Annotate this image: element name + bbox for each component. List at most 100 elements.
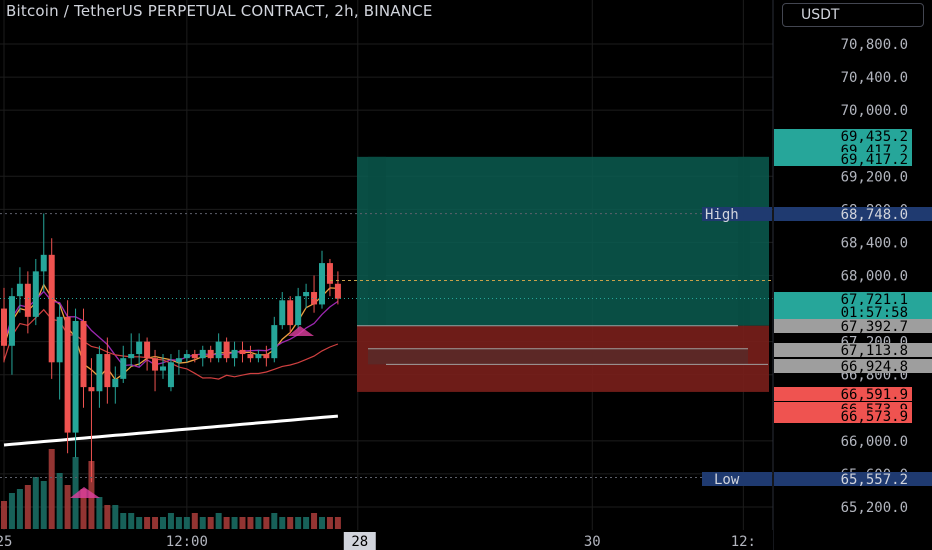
candle-body — [231, 349, 238, 359]
time-axis-bg — [0, 530, 773, 550]
candle-body — [319, 263, 325, 305]
candle-body — [8, 296, 15, 346]
profit-zone-inner-left — [368, 156, 386, 326]
price-tag-text: 66,573.9 — [841, 409, 908, 425]
price-tag-bg — [774, 305, 932, 319]
candle-body — [175, 358, 182, 363]
candle-body — [334, 283, 341, 299]
candle-body — [88, 387, 95, 392]
candlesticks — [1, 213, 341, 483]
price-tag-bg — [774, 359, 932, 373]
volume-bar — [279, 517, 286, 529]
candle-body — [136, 341, 143, 355]
volume-bar — [207, 517, 214, 529]
signal-marker — [70, 487, 100, 498]
price-tag-bg — [774, 292, 932, 306]
volume-bar — [231, 517, 238, 529]
volume-bar — [144, 517, 151, 529]
volume-bar — [263, 517, 270, 529]
price-tick-label: 68,000.0 — [841, 269, 908, 285]
volume-bar — [191, 513, 198, 529]
price-tag-text: 69,417.2 — [841, 152, 908, 168]
price-tick-label: 66,000.0 — [841, 434, 908, 450]
volume-bar — [199, 517, 206, 529]
volume-bar — [1, 501, 7, 529]
volume-bar — [334, 517, 341, 529]
price-tick-label: 69,200.0 — [841, 169, 908, 185]
high-label: High — [705, 207, 739, 223]
volume-bar — [56, 473, 63, 529]
price-tag-up: 69,435.2 — [774, 129, 912, 145]
candle-body — [104, 354, 111, 388]
candle-body — [56, 316, 63, 363]
volume-bar — [48, 449, 55, 529]
volume-bar — [112, 505, 119, 529]
price-tag-text: 65,557.2 — [841, 472, 908, 488]
candle-body — [279, 300, 286, 326]
price-tick-label: 65,200.0 — [841, 500, 908, 516]
loss-zone-mid — [368, 348, 748, 365]
price-tag-low: 65,557.2 — [774, 472, 932, 488]
time-axis-label: 30 — [584, 534, 601, 550]
volume-bar — [8, 493, 15, 529]
candle-body — [128, 354, 135, 359]
position-tool[interactable] — [357, 156, 769, 392]
price-axis-bg — [773, 0, 932, 550]
volume-bar — [215, 513, 222, 529]
candle-body — [223, 341, 230, 359]
candle-body — [287, 300, 294, 326]
candle-body — [40, 254, 47, 272]
chart-title: Bitcoin / TetherUS PERPETUAL CONTRACT, 2… — [6, 2, 433, 20]
price-tag-gray: 67,392.7 — [774, 319, 932, 335]
price-tick-label: 70,000.0 — [841, 103, 908, 119]
candle-body — [183, 354, 190, 359]
candle-body — [271, 325, 278, 359]
volume-bar — [96, 497, 103, 529]
profit-zone[interactable] — [357, 156, 769, 326]
candle-body — [120, 358, 127, 379]
price-tag-up: 69,417.2 — [774, 152, 912, 168]
low-label: Low — [714, 472, 740, 488]
profit-zone-inner-right — [738, 156, 750, 326]
candle-body — [160, 366, 166, 371]
volume-bar — [295, 517, 302, 529]
candle-body — [239, 349, 246, 355]
volume-bar — [16, 489, 23, 529]
volume-bar — [175, 517, 182, 529]
price-tag-text: 67,721.1 — [841, 292, 908, 308]
price-tag-bg — [774, 387, 912, 401]
price-tick-label: 70,800.0 — [841, 37, 908, 53]
candle-body — [167, 362, 174, 388]
candle-body — [152, 358, 159, 371]
candle-body — [112, 378, 119, 388]
price-axis[interactable]: 70,800.070,400.070,000.069,200.068,800.0… — [772, 0, 932, 550]
price-tag-text: 66,924.8 — [841, 359, 908, 375]
price-tag-text: 69,435.2 — [841, 129, 908, 145]
candle-body — [247, 354, 254, 359]
price-tag-countdown: 01:57:58 — [774, 305, 932, 321]
volume-bar — [311, 513, 318, 529]
price-tag-text: 67,113.8 — [841, 343, 908, 359]
price-tag-bg — [774, 343, 932, 357]
time-axis-label: 12: — [731, 534, 756, 550]
low-label-bg — [702, 472, 772, 486]
chart-annotations — [0, 213, 773, 498]
volume-bar — [319, 517, 325, 529]
volume-bar — [247, 517, 254, 529]
volume-bar — [239, 517, 246, 529]
volume-bar — [223, 517, 230, 529]
candle-body — [72, 320, 79, 433]
volume-bar — [80, 489, 87, 529]
volume-bar — [326, 517, 333, 529]
candle-body — [295, 296, 302, 326]
candle-body — [16, 283, 23, 297]
candle-body — [326, 263, 333, 284]
candle-body — [48, 254, 55, 363]
time-axis[interactable]: 25 12:00 28 30 12: — [0, 530, 773, 550]
candle-body — [199, 349, 206, 359]
time-axis-label: 12:00 — [166, 534, 208, 550]
currency-selector[interactable]: USDT — [782, 3, 924, 27]
price-tag-down: 66,573.9 — [774, 409, 912, 425]
volume-bar — [160, 517, 166, 529]
